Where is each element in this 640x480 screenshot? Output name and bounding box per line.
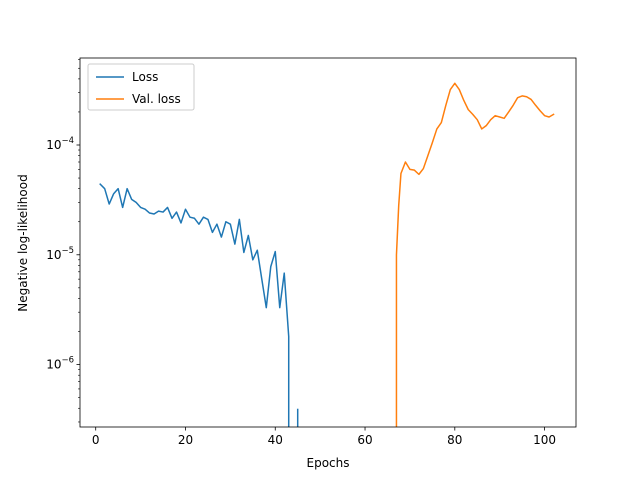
axes: 0 20 40 60 80 100 10−6 10−5 10−4 <box>46 57 577 447</box>
y-tick-label: 10−5 <box>46 246 74 262</box>
y-tick-label: 10−4 <box>46 136 74 152</box>
y-axis-label: Negative log-likelihood <box>16 174 30 311</box>
plot-frame <box>79 57 577 428</box>
y-tick-label: 10−6 <box>46 356 74 372</box>
legend-label-loss: Loss <box>132 70 158 84</box>
legend: Loss Val. loss <box>87 63 195 111</box>
plot-area <box>99 82 555 427</box>
series-line-val-loss-0 <box>395 82 555 427</box>
x-tick-label: 100 <box>533 433 556 447</box>
x-tick-label: 40 <box>268 433 283 447</box>
x-axis-label: Epochs <box>307 456 350 470</box>
x-tick-label: 20 <box>178 433 193 447</box>
x-tick-label: 60 <box>357 433 372 447</box>
legend-label-val-loss: Val. loss <box>132 92 181 106</box>
x-tick-label: 0 <box>92 433 100 447</box>
series-line-loss-0 <box>99 183 290 427</box>
series-group <box>99 82 555 427</box>
x-tick-label: 80 <box>447 433 462 447</box>
